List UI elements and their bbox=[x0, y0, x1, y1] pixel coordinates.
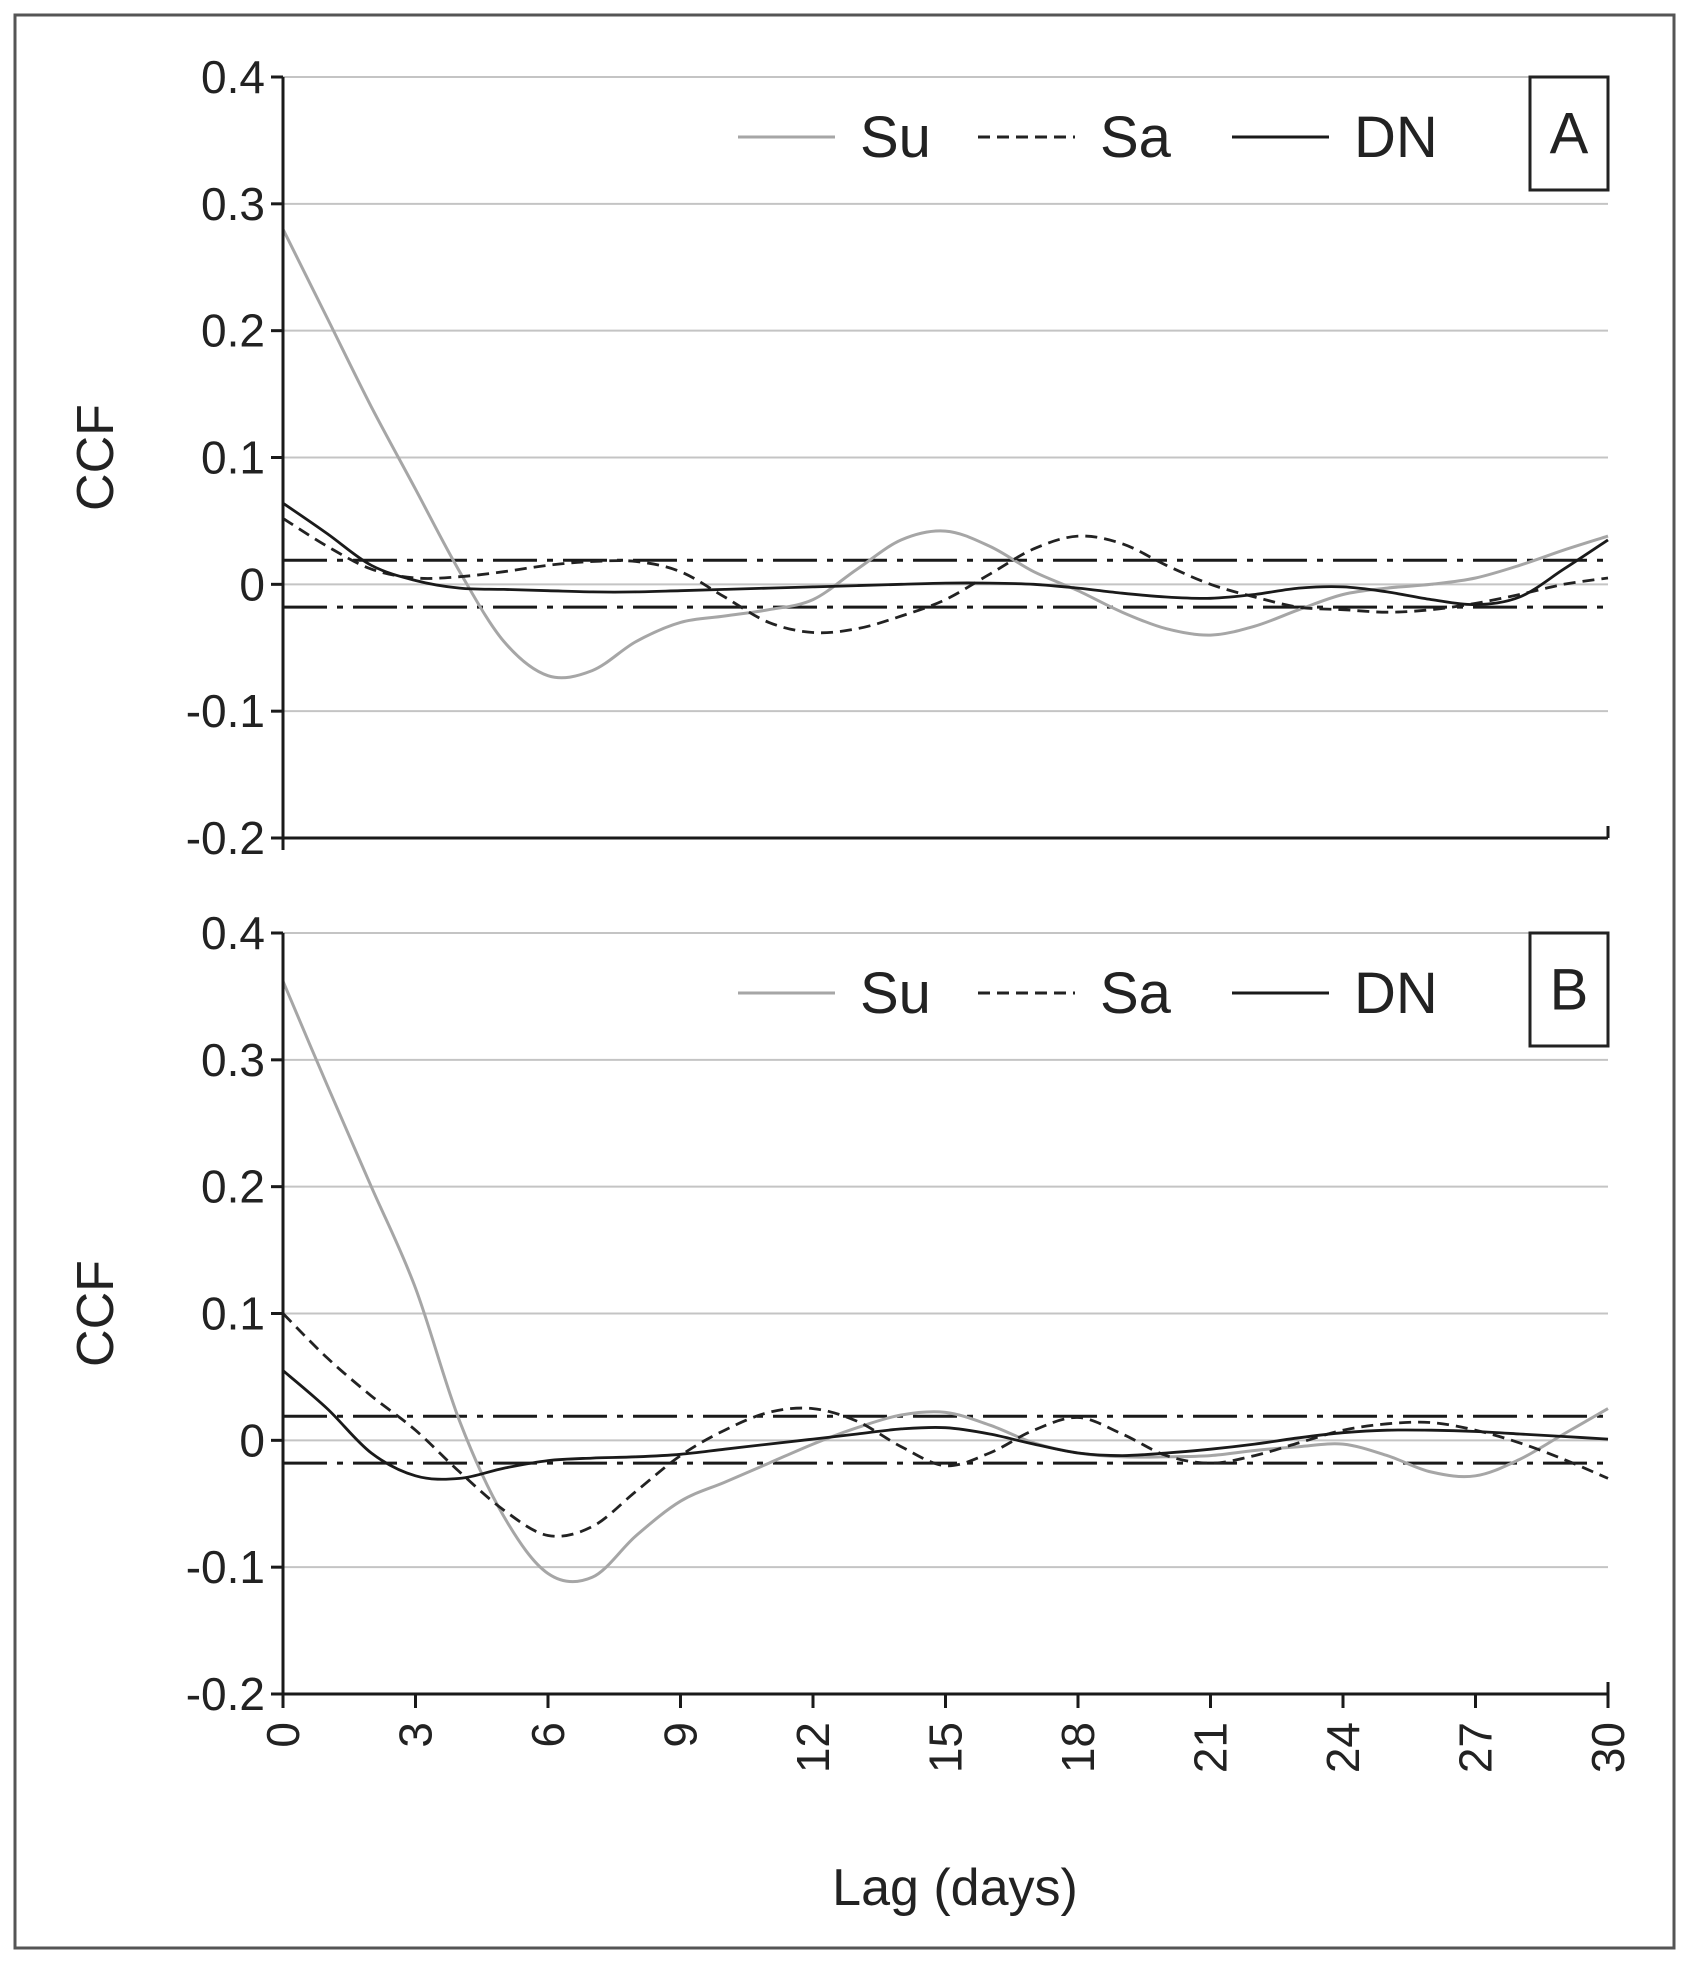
panel-b-y-ticks: -0.2 -0.1 0 0.1 0.2 0.3 0.4 bbox=[186, 907, 283, 1720]
panel-b-series-sa bbox=[282, 1312, 1609, 1538]
panel-b-y-tick-label: 0.4 bbox=[201, 907, 265, 959]
panel-b-x-ticks: 0 3 6 9 12 15 18 21 24 27 30 bbox=[257, 1694, 1634, 1773]
panel-a-y-tick-label: -0.1 bbox=[186, 685, 265, 737]
panel-a-series-dn bbox=[282, 502, 1609, 607]
panel-b-grid bbox=[283, 932, 1608, 1569]
panel-a-y-ticks: -0.2 -0.1 0 0.1 0.2 0.3 0.4 bbox=[186, 51, 283, 864]
panel-a-series-su bbox=[281, 228, 1609, 680]
panel-a: -0.2 -0.1 0 0.1 0.2 0.3 0.4 CCF Su Sa DN A bbox=[67, 51, 1610, 864]
panel-a-y-tick-label: 0.1 bbox=[201, 432, 265, 484]
panel-b-x-tick-label: 18 bbox=[1052, 1722, 1104, 1773]
panel-b-series-su bbox=[281, 980, 1609, 1584]
panel-b-legend-label-dn: DN bbox=[1354, 961, 1438, 1026]
panel-b-x-tick-label: 3 bbox=[390, 1722, 442, 1748]
panel-a-legend-label-dn: DN bbox=[1354, 105, 1438, 170]
panel-a-y-tick-label: -0.2 bbox=[186, 812, 265, 864]
figure-frame bbox=[13, 13, 1676, 1950]
panel-b-x-tick-label: 0 bbox=[257, 1722, 309, 1748]
x-axis-label: Lag (days) bbox=[832, 1859, 1078, 1917]
panel-a-y-tick-label: 0.4 bbox=[201, 51, 265, 103]
panel-b-legend: Su Sa DN bbox=[738, 961, 1438, 1026]
panel-b-y-tick-label: 0 bbox=[239, 1414, 265, 1466]
panel-b-y-tick-label: -0.2 bbox=[186, 1668, 265, 1720]
panel-b-x-tick-label: 9 bbox=[655, 1722, 707, 1748]
panel-b: -0.2 -0.1 0 0.1 0.2 0.3 0.4 0 3 6 9 12 15 18 21 24 27 30… bbox=[67, 907, 1634, 1773]
panel-a-letter: A bbox=[1550, 102, 1589, 167]
panel-b-x-tick-label: 15 bbox=[920, 1722, 972, 1773]
panel-b-series bbox=[281, 980, 1609, 1584]
panel-a-series bbox=[281, 228, 1609, 680]
panel-b-x-tick-label: 24 bbox=[1317, 1722, 1369, 1773]
panel-a-series-sa bbox=[282, 517, 1609, 635]
panel-a-y-tick-label: 0 bbox=[239, 558, 265, 610]
panel-b-y-tick-label: 0.3 bbox=[201, 1034, 265, 1086]
panel-b-y-axis-label: CCF bbox=[67, 1260, 125, 1367]
panel-b-legend-label-sa: Sa bbox=[1100, 961, 1172, 1026]
panel-a-legend-label-sa: Sa bbox=[1100, 105, 1172, 170]
panel-b-x-tick-label: 27 bbox=[1450, 1722, 1502, 1773]
panel-a-y-tick-label: 0.2 bbox=[201, 305, 265, 357]
panel-b-y-tick-label: 0.1 bbox=[201, 1288, 265, 1340]
panel-a-legend: Su Sa DN bbox=[738, 105, 1438, 170]
panel-b-letter-box bbox=[1528, 931, 1610, 1048]
panel-b-y-tick-label: 0.2 bbox=[201, 1161, 265, 1213]
panel-a-grid bbox=[283, 76, 1608, 713]
panel-b-series-dn bbox=[282, 1369, 1609, 1481]
panel-b-x-tick-label: 21 bbox=[1185, 1722, 1237, 1773]
panel-a-legend-label-su: Su bbox=[860, 105, 931, 170]
panel-b-x-tick-label: 6 bbox=[522, 1722, 574, 1748]
panel-a-confidence-bounds bbox=[283, 558, 1608, 609]
panel-b-y-tick-label: -0.1 bbox=[186, 1541, 265, 1593]
panel-a-y-tick-label: 0.3 bbox=[201, 178, 265, 230]
panel-b-letter: B bbox=[1550, 958, 1589, 1023]
panel-b-x-tick-label: 12 bbox=[787, 1722, 839, 1773]
panel-b-legend-label-su: Su bbox=[860, 961, 931, 1026]
panel-a-letter-box bbox=[1528, 75, 1610, 192]
panel-b-x-tick-label: 30 bbox=[1582, 1722, 1634, 1773]
panel-a-y-axis-label: CCF bbox=[67, 404, 125, 511]
panel-b-confidence-bounds bbox=[283, 1414, 1608, 1465]
